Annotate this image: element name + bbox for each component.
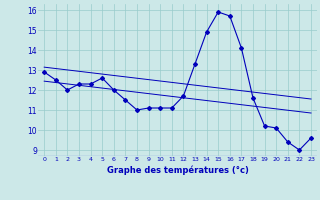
X-axis label: Graphe des températures (°c): Graphe des températures (°c) [107,165,249,175]
